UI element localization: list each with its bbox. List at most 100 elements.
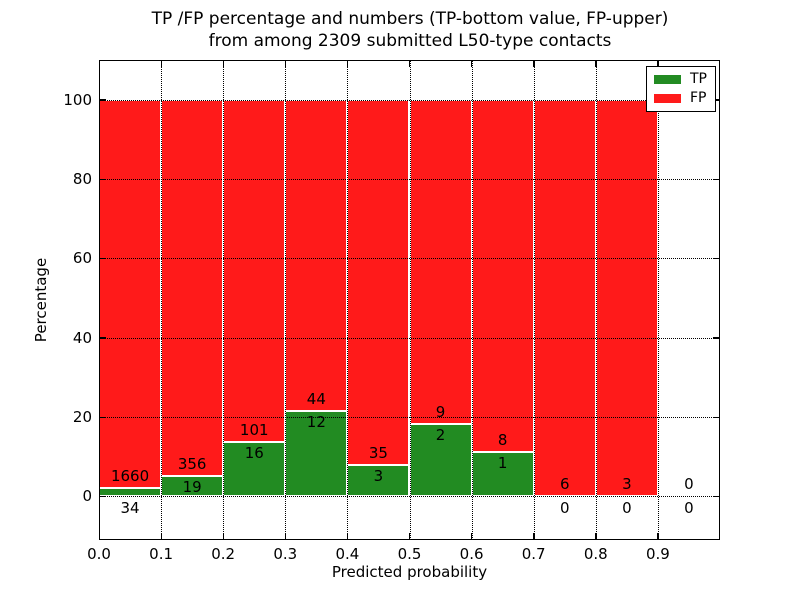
y-tick-mark-right (713, 495, 719, 498)
tp-count-label: 0 (622, 499, 632, 518)
x-tick-mark (346, 533, 349, 539)
fp-count-label: 6 (559, 475, 570, 494)
gridline-vertical (347, 60, 349, 540)
gridline-horizontal (99, 496, 720, 498)
bar-tp-segment (409, 424, 472, 497)
y-tick-mark (100, 178, 106, 180)
x-tick-label: 0.4 (335, 545, 360, 563)
gridline-vertical (533, 60, 535, 540)
gridline-vertical (471, 60, 473, 540)
gridline-vertical (223, 60, 225, 540)
bar-fp-segment (99, 99, 162, 489)
chart-title-line1: TP /FP percentage and numbers (TP-bottom… (151, 9, 669, 29)
x-tick-mark-top (222, 61, 225, 67)
fp-count-label: 0 (684, 475, 694, 494)
tp-count-label: 0 (684, 499, 694, 518)
y-tick-mark-right (713, 257, 719, 260)
y-tick-label: 0 (82, 487, 92, 506)
fp-count-label: 356 (177, 455, 207, 474)
y-axis-label: Percentage (32, 257, 50, 343)
x-tick-mark-top (657, 61, 659, 67)
legend-label-fp: FP (690, 89, 707, 106)
fp-count-label: 9 (435, 403, 446, 422)
x-tick-label: 0.2 (211, 545, 236, 563)
x-tick-mark-top (346, 61, 349, 67)
tp-count-label: 3 (373, 467, 384, 486)
x-tick-mark-top (160, 61, 162, 67)
x-tick-label: 0.5 (397, 545, 422, 563)
gridline-vertical (595, 60, 597, 540)
y-tick-mark-right (713, 337, 719, 339)
x-tick-label: 0.8 (583, 545, 608, 563)
gridline-horizontal (99, 99, 720, 101)
y-tick-mark-right (713, 416, 719, 418)
bar-fp-segment (223, 99, 286, 443)
bar-fp-segment (471, 99, 534, 453)
x-tick-mark (595, 533, 597, 539)
gridline-vertical (161, 60, 163, 540)
gridline-horizontal (99, 258, 720, 260)
x-tick-label: 0.0 (87, 545, 111, 563)
x-tick-mark-top (533, 61, 535, 67)
y-tick-label: 60 (72, 249, 92, 268)
fp-count-label: 3 (622, 475, 632, 494)
y-tick-label: 100 (63, 90, 92, 109)
y-tick-label: 40 (72, 328, 92, 347)
y-tick-mark (100, 337, 106, 339)
gridline-horizontal (99, 179, 720, 180)
x-tick-mark (284, 533, 287, 539)
x-axis-label: Predicted probability (331, 563, 488, 581)
gridline-vertical (657, 60, 659, 540)
fp-count-label: 1660 (110, 467, 150, 486)
plot-frame (99, 60, 720, 540)
x-tick-mark (409, 533, 411, 539)
x-tick-mark-top (471, 61, 473, 67)
tp-count-label: 0 (559, 499, 570, 518)
bar-fp-segment (161, 99, 224, 477)
y-tick-mark (100, 416, 106, 418)
y-tick-mark-right (713, 178, 719, 180)
x-tick-label: 0.9 (645, 545, 670, 563)
x-tick-label: 0.1 (149, 545, 174, 563)
fp-count-label: 35 (368, 444, 388, 463)
fp-count-label: 44 (306, 390, 326, 409)
legend-item-fp: FP (647, 89, 715, 106)
x-tick-mark-top (595, 61, 597, 67)
y-tick-label: 80 (72, 170, 92, 188)
x-tick-mark (533, 533, 535, 539)
fp-count-label: 8 (497, 431, 508, 450)
y-tick-label: 20 (72, 408, 92, 427)
gridline-horizontal (99, 337, 720, 339)
y-tick-mark (100, 257, 106, 260)
x-tick-mark-top (284, 61, 287, 67)
x-tick-mark (657, 533, 659, 539)
legend-swatch-fp-icon (654, 93, 681, 103)
legend-label-tp: TP (690, 71, 707, 88)
gridline-vertical (409, 60, 411, 540)
tp-count-label: 2 (435, 426, 446, 445)
chart-title: TP /FP percentage and numbers (TP-bottom… (60, 8, 760, 52)
x-tick-mark (471, 533, 473, 539)
y-tick-mark-right (713, 99, 719, 101)
gridline-vertical (285, 60, 287, 540)
legend-item-tp: TP (647, 72, 715, 87)
gridline-horizontal (99, 417, 720, 419)
chart-title-line2: from among 2309 submitted L50-type conta… (208, 31, 612, 51)
y-tick-mark (100, 495, 106, 498)
tp-count-label: 19 (182, 478, 202, 497)
x-tick-mark (222, 533, 225, 539)
x-tick-label: 0.6 (459, 545, 484, 563)
bar-tp-segment (347, 465, 410, 497)
x-tick-label: 0.3 (273, 545, 298, 563)
tp-count-label: 34 (120, 499, 140, 518)
tp-count-label: 16 (244, 444, 264, 463)
x-tick-mark-top (409, 61, 411, 67)
legend-swatch-tp-icon (654, 75, 681, 85)
bar-fp-segment (285, 99, 348, 412)
fp-count-label: 101 (239, 421, 269, 440)
tp-count-label: 12 (306, 413, 326, 432)
bar-fp-segment (533, 99, 596, 497)
x-tick-label: 0.7 (521, 545, 546, 563)
